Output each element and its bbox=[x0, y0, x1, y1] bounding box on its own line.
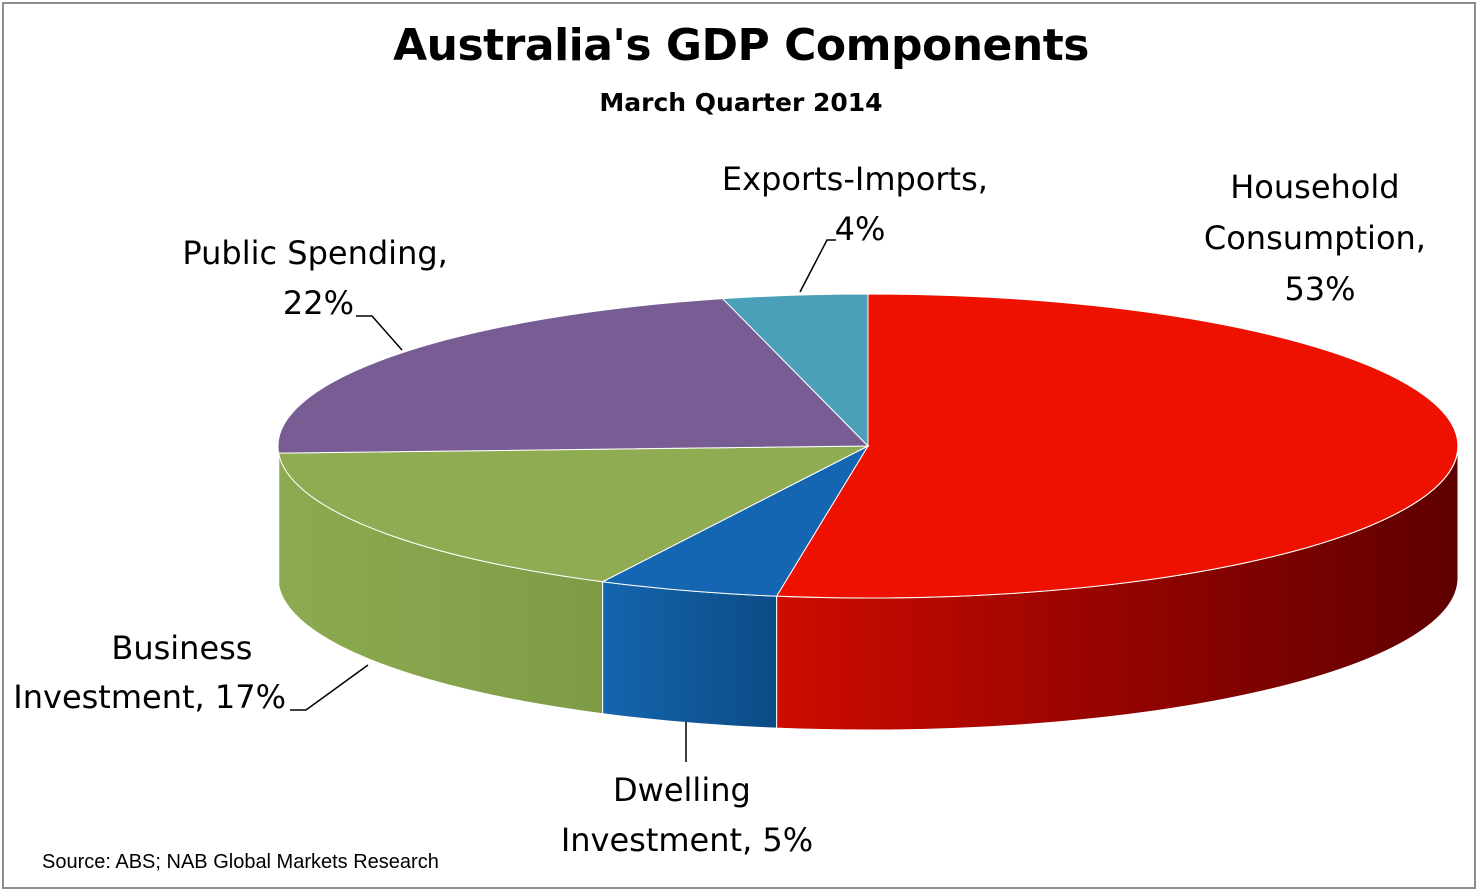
chart-title: Australia's GDP Components bbox=[393, 20, 1089, 71]
label-public-spending: Public Spending, 22% bbox=[182, 234, 458, 322]
pie-slice-household-consumption bbox=[775, 293, 1459, 599]
leader-line-exports-imports bbox=[799, 239, 836, 293]
chart-subtitle: March Quarter 2014 bbox=[599, 88, 883, 117]
source-note: Source: ABS; NAB Global Markets Research bbox=[42, 851, 439, 873]
pie-slice-business-investment bbox=[278, 445, 869, 583]
pie-side-public-spending bbox=[277, 445, 280, 586]
label-exports-imports: Exports-Imports, 4% bbox=[722, 160, 998, 248]
pie-slice-exports-imports bbox=[721, 293, 869, 448]
pie-side-dwelling-investment bbox=[602, 581, 778, 729]
leader-line-public-spending bbox=[356, 315, 403, 351]
pie-slice-dwelling-investment bbox=[600, 444, 870, 597]
label-household-consumption: Household Consumption, 53% bbox=[1204, 168, 1436, 308]
leader-line-business-investment bbox=[290, 664, 369, 711]
label-business-investment: Business Investment, 17% bbox=[13, 629, 286, 716]
pie-slice-public-spending bbox=[277, 298, 870, 454]
label-dwelling-investment: Dwelling Investment, 5% bbox=[561, 771, 813, 859]
